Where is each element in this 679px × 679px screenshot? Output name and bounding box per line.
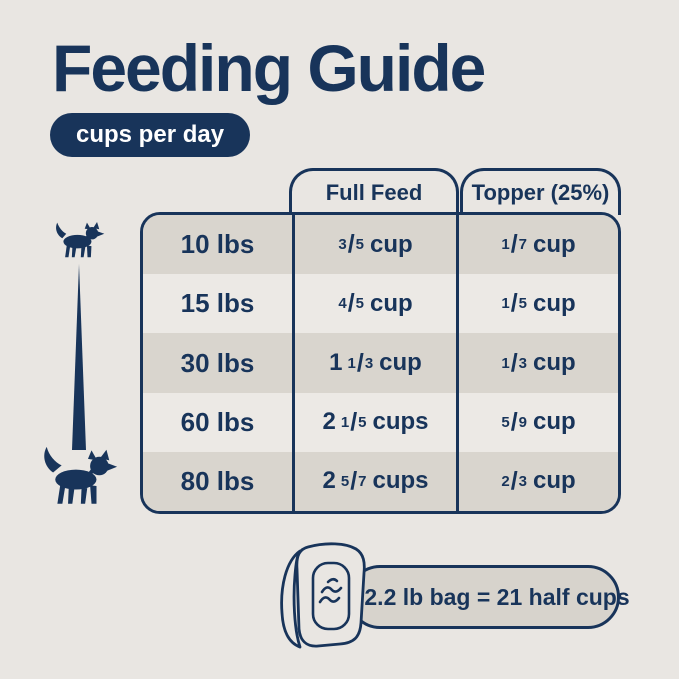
full-feed-cell: 1 1/3 cup — [292, 333, 456, 393]
full-feed-cell: 2 1/5 cups — [292, 392, 456, 452]
topper-cell: 5/9 cup — [456, 392, 618, 452]
table-row: 80 lbs 2 5/7 cups 2/3 cup — [143, 451, 618, 511]
full-feed-cell: 4/5 cup — [292, 274, 456, 334]
topper-cell: 1/7 cup — [456, 215, 618, 275]
weight-cell: 80 lbs — [180, 465, 255, 496]
weight-cell: 15 lbs — [180, 288, 255, 319]
table-row: 15 lbs 4/5 cup 1/5 cup — [143, 274, 618, 334]
table-row: 30 lbs 1 1/3 cup 1/3 cup — [143, 333, 618, 393]
cups-per-day-badge: cups per day — [50, 113, 251, 157]
size-scale-wedge-icon — [72, 264, 86, 450]
large-dog-icon — [44, 446, 118, 504]
topper-cell: 1/5 cup — [456, 274, 618, 334]
table-row: 10 lbs 3/5 cup 1/7 cup — [143, 215, 618, 275]
bag-note-text: 2.2 lb bag = 21 half cups — [364, 583, 630, 610]
small-dog-icon — [56, 222, 105, 258]
column-header-full-feed: Full Feed — [289, 168, 459, 215]
table-row: 60 lbs 2 1/5 cups 5/9 cup — [143, 392, 618, 452]
badge-label: cups per day — [76, 121, 225, 148]
column-header-label: Full Feed — [325, 180, 423, 205]
weight-cell: 10 lbs — [180, 229, 255, 260]
topper-cell: 1/3 cup — [456, 333, 618, 393]
full-feed-cell: 2 5/7 cups — [292, 451, 456, 511]
feeding-table: 10 lbs 3/5 cup 1/7 cup 15 lbs 4/5 cup 1/5 cup 30 l… — [140, 212, 621, 514]
food-bag-icon — [280, 542, 366, 649]
bag-note-pill: 2.2 lb bag = 21 half cups — [348, 565, 630, 629]
page-title: Feeding Guide — [52, 31, 486, 105]
weight-cell: 60 lbs — [180, 406, 255, 437]
weight-cell: 30 lbs — [180, 347, 255, 378]
column-header-label: Topper (25%) — [471, 180, 610, 205]
column-header-topper: Topper (25%) — [460, 168, 621, 215]
topper-cell: 2/3 cup — [456, 451, 618, 511]
full-feed-cell: 3/5 cup — [292, 215, 456, 275]
